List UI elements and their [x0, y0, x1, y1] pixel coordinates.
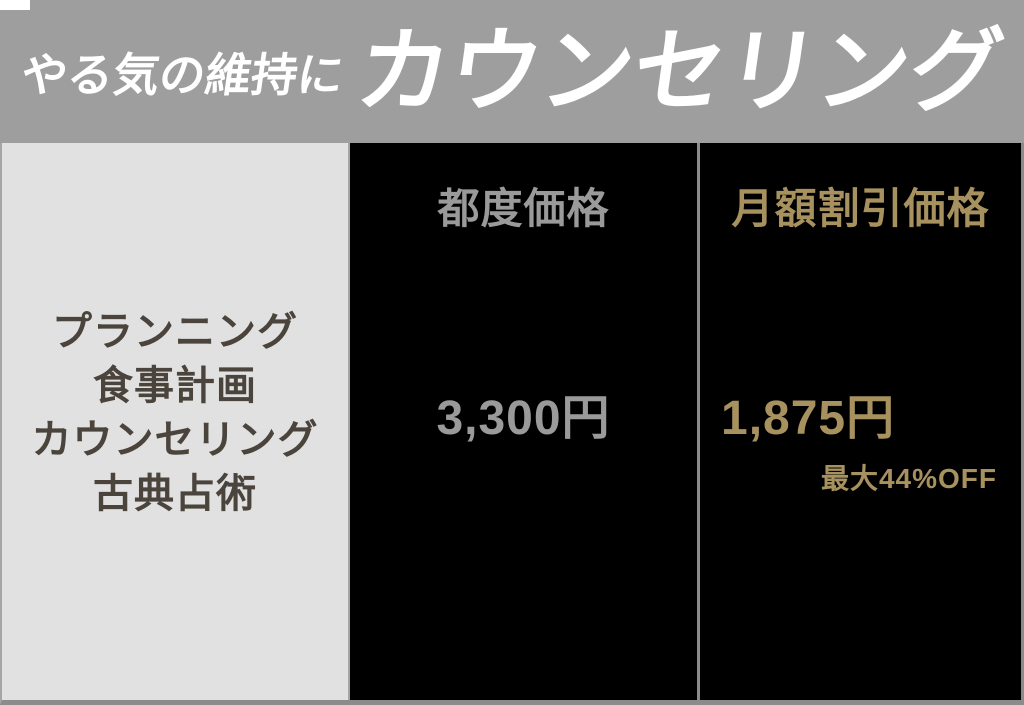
service-item: プランニング	[52, 309, 298, 354]
header-text-group: やる気の維持に カウンセリング	[0, 0, 1024, 143]
discount-note: 最大44%OFF	[820, 463, 997, 494]
monthly-price: 1,875円	[721, 392, 896, 445]
service-item: 食事計画	[93, 363, 257, 408]
header-subtitle: やる気の維持に	[17, 48, 348, 101]
per-session-column: 都度価格 3,300円	[350, 143, 697, 700]
per-session-header: 都度価格	[437, 185, 610, 232]
services-column: プランニング 食事計画 カウンセリング 古典占術	[2, 143, 350, 700]
service-item: カウンセリング	[31, 417, 319, 462]
monthly-header: 月額割引価格	[731, 185, 990, 232]
service-item: 古典占術	[93, 471, 257, 516]
services-list: プランニング 食事計画 カウンセリング 古典占術	[32, 305, 319, 521]
per-session-price: 3,300円	[436, 392, 611, 445]
header-title: カウンセリング	[350, 20, 1010, 123]
header-banner: やる気の維持に カウンセリング	[0, 0, 1024, 143]
corner-notch	[0, 0, 30, 10]
monthly-column: 月額割引価格 1,875円 最大44%OFF	[697, 143, 1021, 700]
pricing-table: プランニング 食事計画 カウンセリング 古典占術 都度価格 3,300円 月額割…	[0, 143, 1024, 705]
